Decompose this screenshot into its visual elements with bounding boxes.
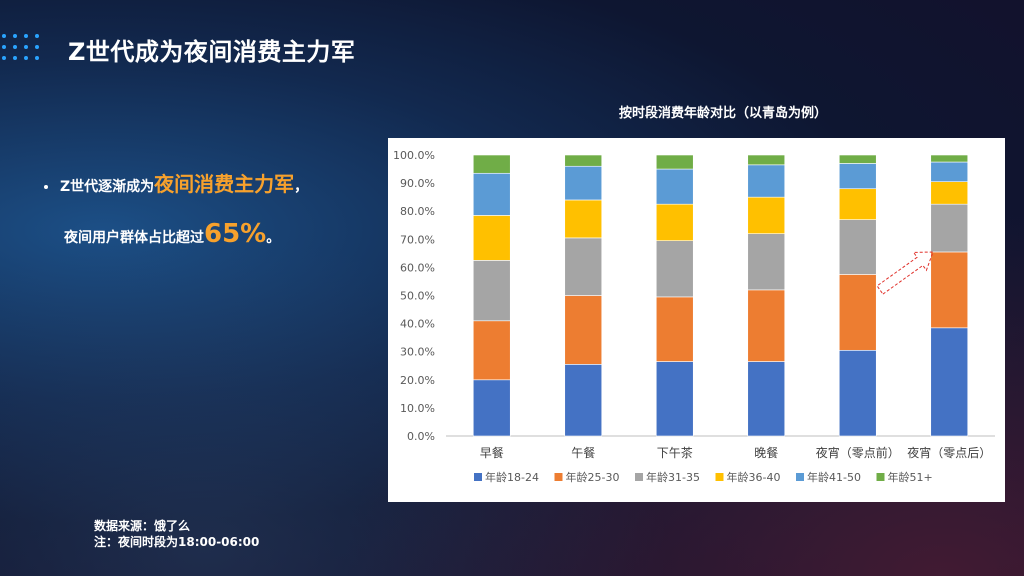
x-tick-label: 晚餐 xyxy=(754,445,778,460)
bullet-dot-icon xyxy=(44,185,48,189)
legend-swatch xyxy=(796,473,804,481)
bar-segment xyxy=(747,154,786,166)
legend-swatch xyxy=(715,473,724,481)
dot-icon xyxy=(2,56,6,60)
y-tick-label: 100.0% xyxy=(393,149,435,162)
bar-segment xyxy=(655,168,694,205)
legend-label: 年龄51+ xyxy=(888,470,933,484)
x-tick-label: 午餐 xyxy=(571,445,595,460)
dot-icon xyxy=(24,56,28,60)
bullet-block: Z世代逐渐成为夜间消费主力军， 夜间用户群体占比超过65%。 xyxy=(44,168,308,249)
bar-segment xyxy=(838,219,877,275)
bar-segment xyxy=(838,188,877,220)
y-tick-label: 30.0% xyxy=(400,346,435,359)
dot-icon xyxy=(2,34,6,38)
bar-segment xyxy=(472,320,511,381)
x-tick-label: 下午茶 xyxy=(657,445,693,460)
bullet-line2-before: 夜间用户群体占比超过 xyxy=(64,230,204,246)
legend-label: 年龄31-35 xyxy=(646,470,700,484)
legend-swatch xyxy=(474,473,482,481)
bar-segment xyxy=(655,154,694,170)
bar-segment xyxy=(472,172,511,216)
y-tick-label: 20.0% xyxy=(400,374,435,387)
dot-icon xyxy=(24,45,28,49)
bar-segment xyxy=(747,233,786,291)
dot-icon xyxy=(35,34,39,38)
chart-panel: 0.0% 10.0% 20.0% 30.0% 40.0% 50.0% 60.0% 70.0% 8… xyxy=(388,138,1005,502)
bar-segment xyxy=(655,240,694,298)
legend-label: 年龄36-40 xyxy=(727,470,781,484)
bar-segment xyxy=(564,165,603,201)
legend-label: 年龄18-24 xyxy=(485,470,539,484)
trend-arrow-icon xyxy=(876,251,934,295)
dot-icon xyxy=(2,45,6,49)
page-title: Z世代成为夜间消费主力军 xyxy=(68,38,356,66)
bar-segment xyxy=(747,196,786,234)
y-tick-label: 50.0% xyxy=(400,290,435,303)
dot-icon xyxy=(35,56,39,60)
bar-segment xyxy=(655,361,694,437)
bar-segment xyxy=(747,289,786,362)
bar-segment xyxy=(472,260,511,322)
x-tick-label: 夜宵（零点后） xyxy=(907,445,991,460)
bar-segment xyxy=(930,154,969,163)
legend-swatch xyxy=(554,473,563,481)
legend-label: 年龄41-50 xyxy=(807,470,861,484)
bar-segment xyxy=(564,237,603,296)
bar-segment xyxy=(930,251,969,329)
bar-segment xyxy=(564,199,603,239)
x-tick-label: 夜宵（零点前） xyxy=(816,445,900,460)
legend-swatch xyxy=(635,473,643,481)
bar-segment xyxy=(838,274,877,351)
legend-label: 年龄25-30 xyxy=(566,470,620,484)
bullet-text-after: ， xyxy=(294,179,309,195)
y-tick-label: 60.0% xyxy=(400,261,435,274)
bar-segment xyxy=(930,181,969,205)
dot-icon xyxy=(24,34,28,38)
bar-segment xyxy=(838,154,877,164)
bar-segment xyxy=(930,327,969,437)
bullet-text-before: Z世代逐渐成为 xyxy=(60,179,155,195)
chart-title: 按时段消费年龄对比（以青岛为例） xyxy=(618,106,827,121)
y-tick-label: 70.0% xyxy=(400,233,435,246)
dot-icon xyxy=(13,56,17,60)
bar-segment xyxy=(930,203,969,253)
legend-swatch xyxy=(876,473,885,481)
y-tick-label: 10.0% xyxy=(400,402,435,415)
bar-segment xyxy=(838,163,877,190)
x-tick-label: 早餐 xyxy=(480,445,504,460)
bar-segment xyxy=(472,379,511,437)
bullet-line2-highlight: 65% xyxy=(204,219,267,249)
bullet-line-1: Z世代逐渐成为夜间消费主力军， xyxy=(44,168,308,197)
bullet-highlight: 夜间消费主力军 xyxy=(154,172,295,196)
stacked-bar-chart: 0.0% 10.0% 20.0% 30.0% 40.0% 50.0% 60.0% 70.0% 8… xyxy=(393,149,995,484)
footnote: 数据来源：饿了么 注：夜间时段为18:00-06:00 xyxy=(94,518,259,550)
bar-segment xyxy=(564,154,603,167)
y-tick-label: 40.0% xyxy=(400,318,435,331)
y-tick-label: 80.0% xyxy=(400,205,435,218)
bullet-line2-after: 。 xyxy=(266,230,281,246)
dot-icon xyxy=(35,45,39,49)
time-range-note: 注：夜间时段为18:00-06:00 xyxy=(94,535,260,549)
bar-segment xyxy=(564,295,603,365)
bar-segment xyxy=(747,164,786,198)
dot-icon xyxy=(13,34,17,38)
bar-segment xyxy=(472,215,511,261)
y-tick-label: 90.0% xyxy=(400,177,435,190)
y-tick-label: 0.0% xyxy=(407,430,435,443)
data-source-note: 数据来源：饿了么 xyxy=(94,519,191,533)
bar-segment xyxy=(655,203,694,242)
bullet-line-2: 夜间用户群体占比超过65%。 xyxy=(44,219,308,249)
bar-segment xyxy=(472,154,511,174)
bar-segment xyxy=(747,361,786,437)
bar-segment xyxy=(930,161,969,182)
dot-icon xyxy=(13,45,17,49)
bar-segment xyxy=(655,296,694,362)
bar-segment xyxy=(838,349,877,437)
bar-segment xyxy=(564,364,603,437)
decorative-dots-icon xyxy=(2,34,46,66)
